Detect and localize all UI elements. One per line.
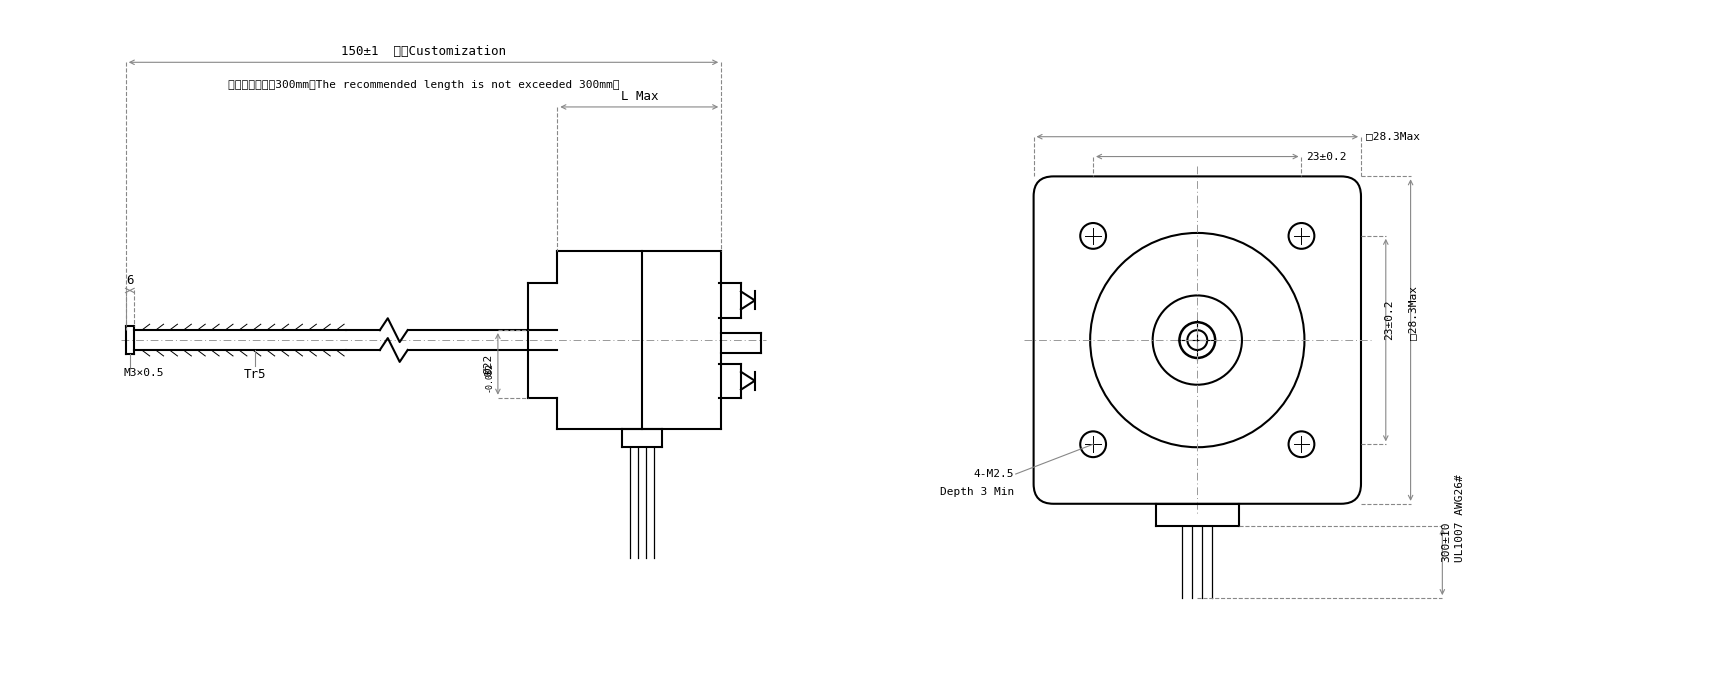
Text: Ø22: Ø22	[483, 354, 494, 374]
Text: □28.3Max: □28.3Max	[1409, 286, 1419, 340]
Text: □28.3Max: □28.3Max	[1366, 132, 1421, 141]
Text: M3×0.5: M3×0.5	[124, 368, 165, 378]
Text: 300±10: 300±10	[1441, 522, 1452, 562]
Text: UL1007 AWG26#: UL1007 AWG26#	[1455, 474, 1465, 562]
Text: -0.052: -0.052	[485, 362, 494, 392]
Text: 4-M2.5: 4-M2.5	[974, 469, 1013, 479]
Text: 23±0.2: 23±0.2	[1307, 151, 1347, 162]
Text: 建议长度不超过300mm（The recommended length is not exceeded 300mm）: 建议长度不超过300mm（The recommended length is n…	[227, 80, 619, 90]
Text: Depth 3 Min: Depth 3 Min	[939, 487, 1013, 497]
FancyBboxPatch shape	[1034, 176, 1361, 504]
Text: 150±1  定刻Customization: 150±1 定刻Customization	[341, 46, 506, 58]
Text: 23±0.2: 23±0.2	[1385, 300, 1393, 340]
Text: L Max: L Max	[621, 90, 659, 103]
Text: 6: 6	[126, 274, 134, 286]
Text: Tr5: Tr5	[244, 368, 267, 381]
Text: 0: 0	[485, 371, 494, 376]
